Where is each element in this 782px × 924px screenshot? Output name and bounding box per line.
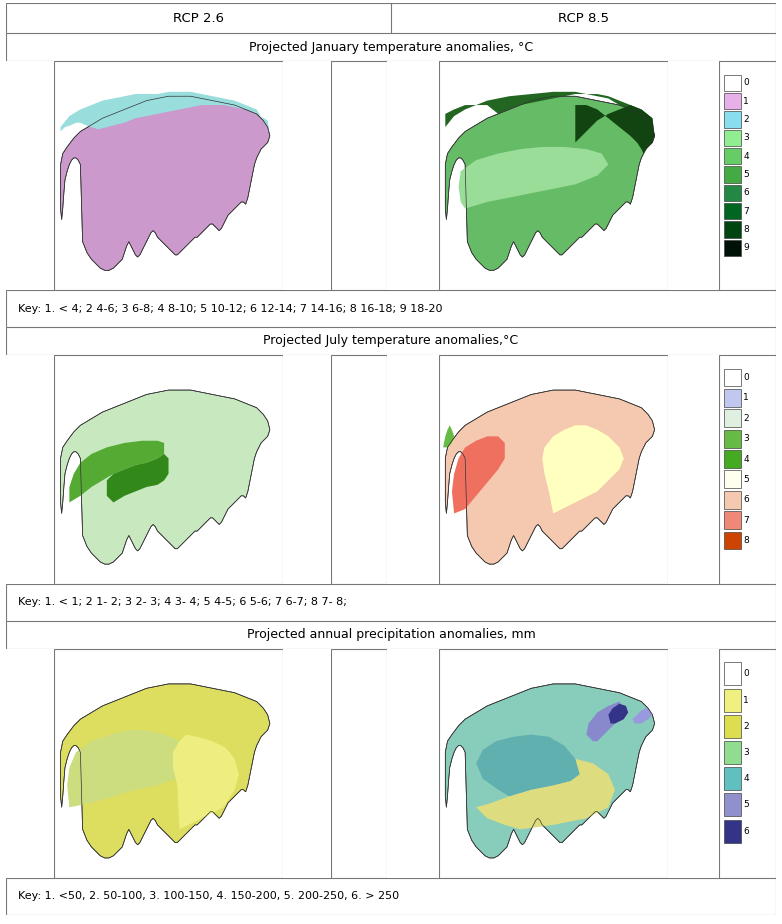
Text: RCP 8.5: RCP 8.5 (558, 11, 609, 25)
FancyBboxPatch shape (724, 450, 741, 468)
Text: 0: 0 (743, 373, 749, 382)
Text: 0: 0 (743, 669, 749, 678)
Polygon shape (67, 730, 195, 808)
Text: 8: 8 (743, 536, 749, 545)
Text: 3: 3 (743, 748, 749, 757)
Text: 8: 8 (743, 225, 749, 234)
Text: 7: 7 (743, 207, 749, 215)
FancyBboxPatch shape (724, 185, 741, 201)
FancyBboxPatch shape (724, 222, 741, 237)
FancyBboxPatch shape (724, 663, 741, 686)
Text: 5: 5 (743, 475, 749, 484)
Text: Projected annual precipitation anomalies, mm: Projected annual precipitation anomalies… (246, 628, 536, 641)
FancyBboxPatch shape (724, 129, 741, 146)
Polygon shape (60, 390, 270, 565)
Text: 4: 4 (743, 774, 748, 784)
Polygon shape (476, 735, 579, 796)
Text: Key: 1. < 4; 2 4-6; 3 6-8; 4 8-10; 5 10-12; 6 12-14; 7 14-16; 8 16-18; 9 18-20: Key: 1. < 4; 2 4-6; 3 6-8; 4 8-10; 5 10-… (18, 304, 443, 313)
Polygon shape (586, 701, 624, 741)
FancyBboxPatch shape (724, 430, 741, 447)
FancyBboxPatch shape (724, 794, 741, 817)
Polygon shape (445, 390, 655, 565)
Text: 0: 0 (743, 79, 749, 87)
Polygon shape (60, 96, 270, 271)
Polygon shape (633, 708, 652, 723)
FancyBboxPatch shape (724, 409, 741, 427)
FancyBboxPatch shape (724, 93, 741, 109)
Polygon shape (476, 759, 615, 830)
Text: 3: 3 (743, 133, 749, 142)
Text: 2: 2 (743, 722, 748, 731)
Text: 5: 5 (743, 800, 749, 809)
Text: 3: 3 (743, 434, 749, 444)
Polygon shape (452, 436, 505, 514)
Text: 1: 1 (743, 696, 749, 705)
FancyBboxPatch shape (724, 715, 741, 738)
FancyBboxPatch shape (724, 820, 741, 843)
Text: 4: 4 (743, 455, 748, 464)
FancyBboxPatch shape (724, 369, 741, 386)
Polygon shape (107, 454, 169, 503)
FancyBboxPatch shape (724, 148, 741, 164)
Polygon shape (60, 684, 270, 858)
Text: Projected January temperature anomalies, °C: Projected January temperature anomalies,… (249, 41, 533, 54)
Text: 5: 5 (743, 170, 749, 179)
Polygon shape (60, 91, 270, 136)
FancyBboxPatch shape (724, 389, 741, 407)
Polygon shape (608, 704, 628, 723)
Text: Projected July temperature anomalies,°C: Projected July temperature anomalies,°C (264, 334, 518, 347)
FancyBboxPatch shape (724, 470, 741, 489)
Polygon shape (445, 684, 655, 858)
Text: 6: 6 (743, 495, 749, 505)
Polygon shape (542, 425, 624, 514)
FancyBboxPatch shape (724, 203, 741, 219)
Text: RCP 2.6: RCP 2.6 (173, 11, 224, 25)
Text: 2: 2 (743, 414, 748, 423)
Polygon shape (445, 96, 655, 271)
Polygon shape (70, 441, 164, 503)
Text: 1: 1 (743, 394, 749, 402)
Polygon shape (576, 105, 655, 153)
FancyBboxPatch shape (724, 767, 741, 790)
Text: 9: 9 (743, 243, 749, 252)
Polygon shape (173, 735, 239, 830)
FancyBboxPatch shape (724, 531, 741, 550)
Text: 6: 6 (743, 827, 749, 835)
Text: 6: 6 (743, 188, 749, 198)
FancyBboxPatch shape (724, 239, 741, 256)
Text: Key: 1. < 1; 2 1- 2; 3 2- 3; 4 3- 4; 5 4-5; 6 5-6; 7 6-7; 8 7- 8;: Key: 1. < 1; 2 1- 2; 3 2- 3; 4 3- 4; 5 4… (18, 598, 346, 607)
FancyBboxPatch shape (724, 511, 741, 529)
Text: 1: 1 (743, 97, 749, 105)
FancyBboxPatch shape (724, 741, 741, 764)
FancyBboxPatch shape (724, 75, 741, 91)
FancyBboxPatch shape (724, 166, 741, 183)
Text: Key: 1. <50, 2. 50-100, 3. 100-150, 4. 150-200, 5. 200-250, 6. > 250: Key: 1. <50, 2. 50-100, 3. 100-150, 4. 1… (18, 892, 399, 901)
FancyBboxPatch shape (724, 688, 741, 711)
Text: 4: 4 (743, 152, 748, 161)
FancyBboxPatch shape (724, 491, 741, 509)
Polygon shape (458, 147, 608, 209)
Polygon shape (445, 91, 655, 136)
Text: 2: 2 (743, 115, 748, 124)
FancyBboxPatch shape (724, 112, 741, 128)
Text: 7: 7 (743, 516, 749, 525)
Polygon shape (443, 425, 454, 447)
